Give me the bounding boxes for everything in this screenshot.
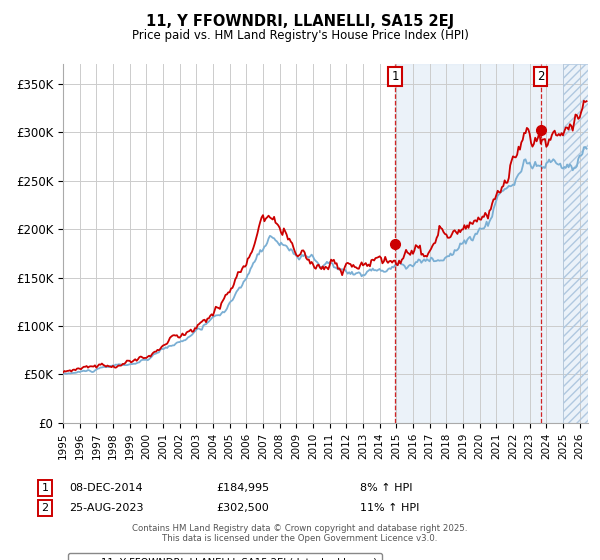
Text: 08-DEC-2014: 08-DEC-2014 — [69, 483, 143, 493]
Text: 25-AUG-2023: 25-AUG-2023 — [69, 503, 143, 513]
Text: Price paid vs. HM Land Registry's House Price Index (HPI): Price paid vs. HM Land Registry's House … — [131, 29, 469, 42]
Text: 11, Y FFOWNDRI, LLANELLI, SA15 2EJ: 11, Y FFOWNDRI, LLANELLI, SA15 2EJ — [146, 14, 454, 29]
Text: 8% ↑ HPI: 8% ↑ HPI — [360, 483, 413, 493]
Text: 2: 2 — [41, 503, 49, 513]
Text: £184,995: £184,995 — [216, 483, 269, 493]
Legend: 11, Y FFOWNDRI, LLANELLI, SA15 2EJ (detached house), HPI: Average price, detache: 11, Y FFOWNDRI, LLANELLI, SA15 2EJ (deta… — [68, 553, 382, 560]
Bar — [563, 64, 588, 423]
Text: 1: 1 — [391, 70, 399, 83]
Text: 1: 1 — [41, 483, 49, 493]
Text: Contains HM Land Registry data © Crown copyright and database right 2025.
This d: Contains HM Land Registry data © Crown c… — [132, 524, 468, 543]
Bar — [395, 64, 588, 423]
Text: 11% ↑ HPI: 11% ↑ HPI — [360, 503, 419, 513]
Text: 2: 2 — [537, 70, 544, 83]
Text: £302,500: £302,500 — [216, 503, 269, 513]
